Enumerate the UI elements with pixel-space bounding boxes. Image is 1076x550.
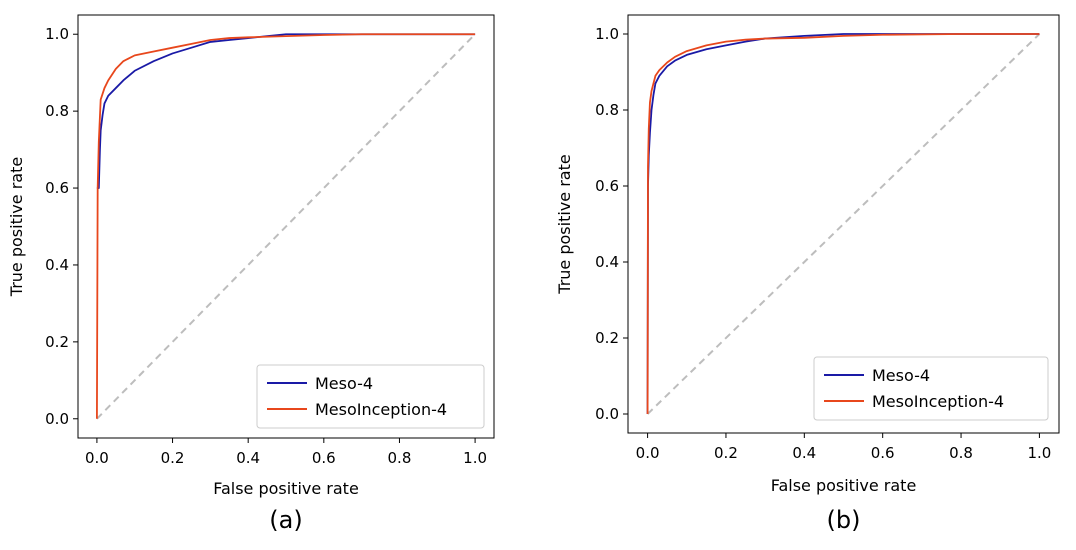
chart-a-mesoinception-4-line (96, 33, 476, 419)
chart-a-y-tick-label: 0.0 (45, 410, 69, 428)
chart-b-y-tick-label: 0.4 (595, 253, 619, 271)
chart-b-y-tick-label: 0.8 (595, 101, 619, 119)
chart-b-chance-line (646, 33, 1041, 415)
chart-a-legend-label: Meso-4 (315, 374, 373, 393)
chart-a-x-axis-label: False positive rate (213, 479, 359, 498)
chart-b-x-tick-label: 0.2 (714, 444, 738, 462)
chart-b-caption: (b) (827, 506, 861, 534)
chart-b-x-tick-label: 0.0 (636, 444, 660, 462)
chart-a-chance-line (96, 33, 476, 420)
chart-b-x-axis-label: False positive rate (771, 476, 917, 495)
chart-a-y-tick-label: 0.8 (45, 102, 69, 120)
chart-a: 0.0 0.2 0.4 0.6 0.8 1.0 0.0 0.2 0.4 0.6 0.8 1.0 Fals… (7, 14, 495, 534)
chart-b-y-tick-label: 0.2 (595, 329, 619, 347)
chart-a-y-tick-label: 1.0 (45, 25, 69, 43)
chart-b-x-tick-label: 0.8 (949, 444, 973, 462)
chart-a-y-tick-label: 0.2 (45, 333, 69, 351)
chart-b-y-tick-label: 0.6 (595, 177, 619, 195)
chart-b-y-tick-label: 1.0 (595, 25, 619, 43)
chart-a-x-tick-label: 0.6 (312, 449, 336, 467)
chart-a-x-tick-label: 0.8 (388, 449, 412, 467)
chart-b-y-axis-label: True positive rate (555, 154, 574, 294)
chart-b-y-tick-label: 0.0 (595, 405, 619, 423)
chart-b-x-tick-label: 1.0 (1027, 444, 1051, 462)
chart-b-meso-4-line (646, 33, 1040, 415)
chart-a-x-tick-label: 0.0 (85, 449, 109, 467)
chart-a-legend-box (256, 364, 485, 429)
chart-b-mesoinception-4-line (646, 33, 1040, 415)
chart-b-legend-box (813, 356, 1049, 421)
chart-b-legend-label: Meso-4 (872, 366, 930, 385)
chart-b-legend-label: MesoInception-4 (872, 392, 1004, 411)
chart-a-x-tick-label: 0.4 (236, 449, 260, 467)
chart-a-x-tick-label: 1.0 (463, 449, 487, 467)
chart-a-y-axis-label: True positive rate (7, 157, 26, 297)
chart-b-x-tick-label: 0.4 (792, 444, 816, 462)
chart-a-caption: (a) (269, 506, 302, 534)
chart-b: 0.0 0.2 0.4 0.6 0.8 1.0 0.0 0.2 0.4 0.6 0.8 1.0 Fals… (555, 14, 1060, 534)
chart-a-x-tick-label: 0.2 (161, 449, 185, 467)
chart-a-legend-label: MesoInception-4 (315, 400, 447, 419)
chart-b-x-tick-label: 0.6 (871, 444, 895, 462)
chart-a-y-tick-label: 0.6 (45, 179, 69, 197)
chart-a-y-tick-label: 0.4 (45, 256, 69, 274)
